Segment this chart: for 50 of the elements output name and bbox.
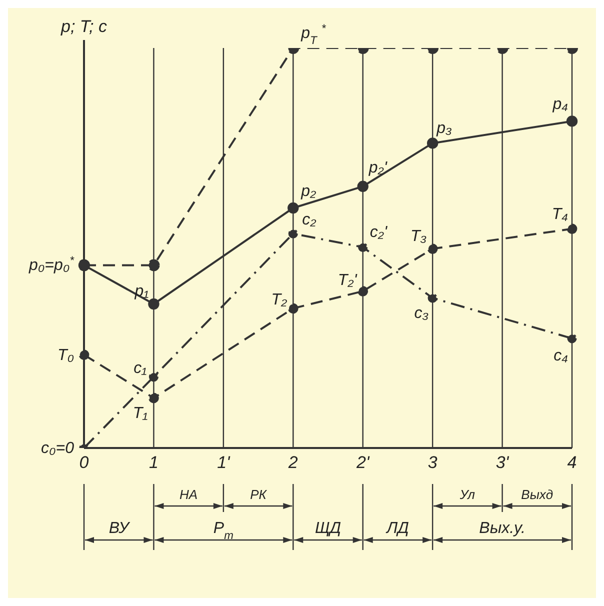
text: Вых.у. bbox=[479, 520, 526, 537]
x-tick-label: 1' bbox=[217, 453, 231, 472]
annotation: c₂' bbox=[370, 224, 388, 242]
x-tick-label: 4 bbox=[567, 453, 577, 472]
x-tick-label: 2 bbox=[287, 453, 298, 472]
annotation: T₂ bbox=[271, 291, 288, 308]
text: Выхд bbox=[521, 487, 554, 502]
x-tick-label: 1 bbox=[148, 453, 158, 472]
x-tick-label: 0 bbox=[79, 453, 90, 472]
point bbox=[427, 244, 438, 254]
annotation: p₂ bbox=[300, 183, 316, 200]
point bbox=[358, 242, 368, 252]
point bbox=[358, 286, 368, 296]
annotation: T₂' bbox=[338, 272, 358, 290]
annotation: T₄ bbox=[552, 206, 568, 223]
text: ВУ bbox=[108, 520, 131, 537]
annotation: c₄ bbox=[554, 347, 568, 364]
point bbox=[288, 202, 299, 214]
point bbox=[148, 259, 160, 272]
x-tick-label: 3' bbox=[496, 453, 510, 472]
point bbox=[567, 334, 577, 344]
text: ЩД bbox=[314, 520, 342, 537]
annotation: p₄ bbox=[552, 96, 568, 114]
y-axis-title: p; T; c bbox=[60, 17, 108, 36]
text: Р$_{т}$ bbox=[213, 520, 234, 542]
point bbox=[148, 372, 159, 382]
point bbox=[288, 303, 298, 314]
annotation: c₁ bbox=[134, 360, 147, 377]
annotation: T₁ bbox=[132, 405, 148, 422]
annotation: p₂' bbox=[368, 159, 388, 176]
annotation: c₂ bbox=[302, 212, 316, 229]
text: ЛД bbox=[386, 520, 409, 537]
annotation: p₁ bbox=[134, 283, 149, 300]
point bbox=[357, 180, 368, 192]
point bbox=[428, 293, 438, 303]
x-tick-label: 3 bbox=[428, 453, 438, 472]
annotation: c₀=0 bbox=[41, 440, 74, 457]
annotation: p₃ bbox=[436, 120, 452, 138]
annotation: T₃ bbox=[410, 228, 427, 245]
text: РК bbox=[250, 487, 268, 502]
annotation: T₀ bbox=[57, 346, 74, 364]
point bbox=[288, 228, 298, 238]
point bbox=[148, 298, 160, 310]
text: НА bbox=[180, 487, 198, 502]
point bbox=[148, 392, 159, 404]
text: Ул bbox=[458, 487, 476, 502]
annotation: p₀=p₀$^{*}$ bbox=[28, 255, 75, 274]
point bbox=[566, 224, 578, 234]
annotation: c₃ bbox=[414, 305, 429, 322]
x-tick-label: 2' bbox=[356, 453, 370, 472]
